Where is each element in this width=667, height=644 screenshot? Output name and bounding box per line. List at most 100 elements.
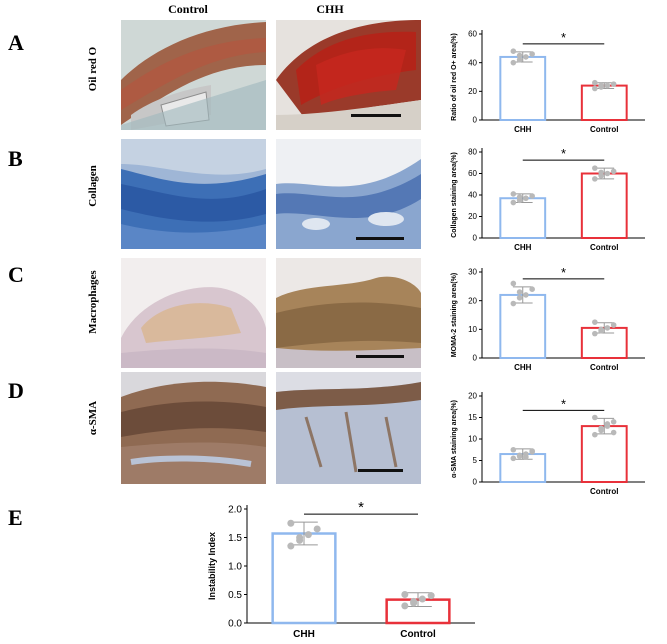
data-point [516, 52, 523, 59]
data-point [529, 193, 535, 199]
micrograph-alpha-sma-chh [276, 372, 421, 484]
data-point [523, 454, 529, 460]
data-point [510, 300, 517, 307]
data-point [610, 81, 617, 87]
x-tick-label: CHH [293, 629, 315, 640]
x-tick-label: Control [590, 363, 618, 372]
data-point [592, 85, 598, 92]
data-point [510, 446, 517, 453]
data-point [427, 592, 435, 600]
data-point [304, 531, 312, 539]
bar-chh [499, 55, 547, 121]
y-axis-label: MOMA-2 staining area(%) [451, 273, 458, 357]
data-point [523, 195, 529, 202]
y-tick-label: 1.0 [228, 561, 242, 572]
y-tick-label: 40 [468, 191, 477, 200]
row-label-alpha-sma: α-SMA [87, 400, 99, 436]
y-tick-label: 40 [468, 58, 477, 67]
data-point [523, 54, 529, 60]
data-point [592, 431, 598, 438]
data-point [604, 82, 611, 89]
bar-control [580, 84, 628, 121]
y-tick-label: 60 [468, 169, 477, 178]
row-label-collagen: Collagen [87, 165, 99, 207]
y-tick-label: 0 [473, 354, 478, 363]
panel-letter-d: D [8, 378, 24, 403]
significance-star: * [358, 499, 364, 516]
data-point [592, 414, 598, 421]
data-point [287, 542, 295, 550]
data-point [516, 452, 523, 459]
x-tick-label: CHH [514, 125, 532, 134]
data-point [296, 534, 304, 541]
data-point [510, 280, 517, 287]
x-tick-label: Control [590, 125, 618, 134]
y-tick-label: 20 [468, 296, 477, 305]
micrograph-alpha-sma-control [121, 372, 266, 484]
chart-a: 0 20 40 60 Ratio of oil red O+ area(%) CHH Con… [451, 30, 645, 134]
chart-e: 0.0 0.5 1.0 1.5 2.0 Instability Index CHH Contr… [207, 499, 475, 640]
data-point [516, 57, 523, 63]
micrograph-macrophages-control [121, 258, 266, 368]
data-point [604, 325, 611, 331]
y-tick-label: 0 [473, 234, 478, 243]
data-point [598, 425, 604, 432]
data-point [510, 191, 517, 197]
data-point [610, 429, 617, 436]
y-tick-label: 0 [473, 478, 478, 487]
y-tick-label: 2.0 [228, 504, 242, 515]
column-title-chh: CHH [316, 2, 344, 16]
y-tick-label: 60 [468, 30, 477, 39]
data-point [598, 82, 604, 89]
data-point [516, 194, 523, 200]
data-point [592, 165, 598, 171]
chart-d: 0 5 10 15 20 α-SMA staining area(%) Control * [451, 392, 645, 496]
row-label-oil-red-o: Oil red O [87, 46, 99, 92]
x-tick-label: CHH [514, 243, 532, 252]
micrograph-oil-red-control [121, 20, 266, 130]
panel-letter-e: E [8, 505, 23, 530]
x-tick-label: Control [400, 629, 436, 640]
y-axis-label: α-SMA staining area(%) [451, 400, 458, 478]
data-point [510, 199, 517, 206]
y-tick-label: 15 [468, 413, 477, 422]
significance-star: * [561, 396, 566, 411]
data-point [592, 176, 598, 182]
bar-control [580, 172, 628, 239]
data-point [510, 455, 517, 462]
data-point [604, 421, 611, 427]
x-tick-label: CHH [514, 363, 532, 372]
data-point [313, 525, 321, 533]
micrograph-macrophages-chh [276, 258, 421, 368]
data-point [610, 419, 617, 425]
data-point [516, 289, 523, 295]
data-point [401, 602, 409, 610]
data-point [604, 170, 611, 177]
row-label-macrophages: Macrophages [87, 270, 99, 334]
data-point [592, 330, 598, 337]
data-point [410, 597, 418, 605]
bar-chh [499, 293, 547, 359]
significance-star: * [561, 265, 566, 280]
micrograph-oil-red-chh [276, 20, 421, 130]
data-point [529, 448, 535, 454]
chart-c: 0 10 20 30 MOMA-2 staining area(%) CHH Control… [451, 265, 645, 372]
y-tick-label: 20 [468, 87, 477, 96]
data-point [592, 319, 598, 325]
y-axis-label: Ratio of oil red O+ area(%) [451, 33, 458, 121]
column-title-control: Control [168, 2, 208, 16]
bar-control [580, 425, 628, 483]
panel-letter-a: A [8, 30, 24, 55]
chart-b: 0 20 40 60 80 Collagen staining area(%) CHH Con… [451, 146, 645, 252]
data-point [529, 286, 535, 292]
bar-chh [271, 532, 337, 625]
significance-star: * [561, 146, 566, 161]
data-point [510, 59, 517, 66]
data-point [516, 295, 523, 301]
panel-letter-c: C [8, 262, 24, 287]
data-point [610, 168, 617, 175]
data-point [510, 48, 517, 54]
bar-chh [499, 197, 547, 239]
data-point [401, 591, 409, 598]
data-point [418, 595, 426, 603]
